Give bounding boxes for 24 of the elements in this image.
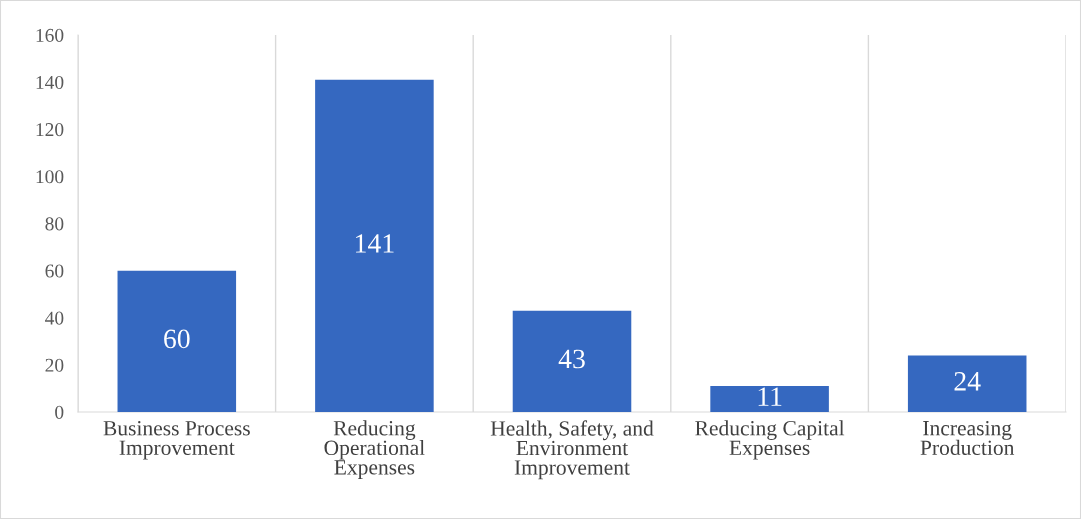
y-tick-label: 100 (36, 170, 64, 184)
y-tick-label: 80 (45, 217, 64, 231)
data-label: 11 (758, 387, 782, 406)
y-tick-label: 20 (45, 358, 64, 372)
y-tick-label: 140 (36, 75, 64, 90)
y-tick-label: 40 (45, 311, 64, 325)
y-tick-label: 0 (55, 405, 64, 419)
x-tick-label: Health, Safety, and Environment Improvement (490, 420, 654, 480)
x-tick-label: Reducing Operational Expenses (324, 420, 425, 479)
data-label: 141 (356, 234, 394, 253)
bar (315, 79, 434, 412)
x-tick-label: Increasing Production (920, 420, 1015, 456)
bar (907, 355, 1027, 412)
y-tick-label: 120 (36, 123, 64, 137)
x-tick-label: Business Process Improvement (103, 421, 250, 460)
y-tick-label: 160 (36, 28, 64, 42)
y-tick-label: 60 (45, 264, 64, 278)
data-label: 43 (558, 349, 585, 369)
bar (710, 386, 829, 412)
bar (117, 270, 237, 412)
x-tick-label: Reducing Capital Expenses (695, 420, 845, 460)
data-label: 60 (164, 329, 190, 349)
bar (512, 310, 632, 412)
data-label: 24 (954, 372, 981, 391)
